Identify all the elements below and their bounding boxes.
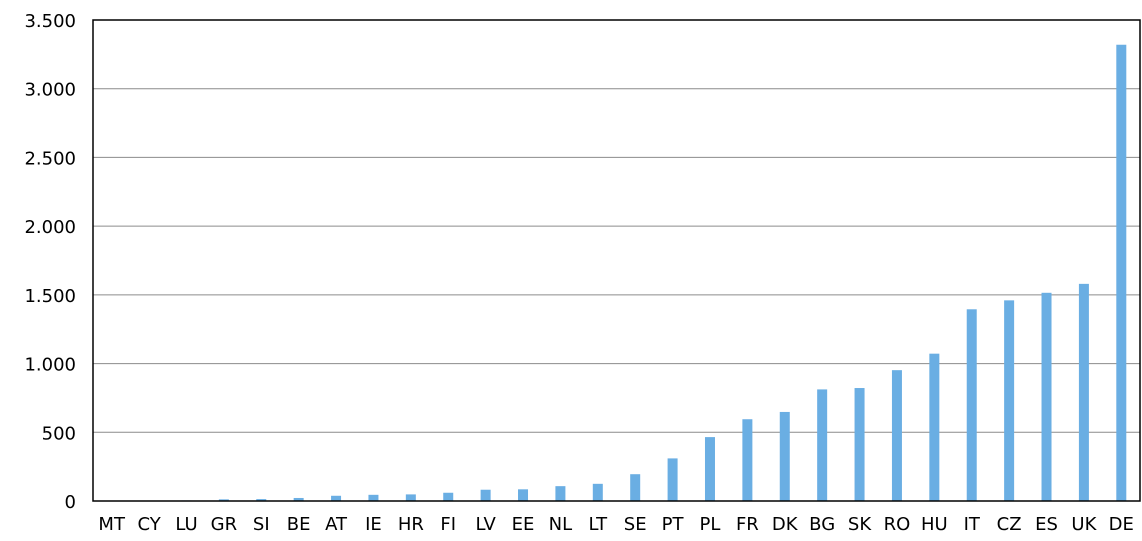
y-tick-label: 500 [42,423,76,444]
bar-pl [704,437,715,501]
bar-hu [929,353,940,501]
y-axis-tick-labels: 0 500 1.000 1.500 2.000 2.500 3.000 3.500 [24,11,76,513]
plot-area-border [92,19,1141,502]
x-tick-label: NL [549,514,573,535]
bar-sk [854,388,865,501]
bar-pt [667,458,678,501]
bar-be [293,497,304,501]
x-tick-label: LT [589,514,609,535]
x-tick-label: FR [736,514,759,535]
bar-ee [518,489,529,501]
y-tick-label: 1.500 [24,286,76,307]
bar-hr [405,494,416,501]
x-tick-label: SE [624,514,647,535]
x-tick-label: PL [700,514,721,535]
y-tick-label: 2.500 [24,148,76,169]
bar-lt [592,483,603,501]
x-tick-label: BG [809,514,835,535]
x-tick-label: EE [512,514,535,535]
bar-at [331,495,342,501]
gridlines [93,19,1140,502]
bar-ro [891,370,902,501]
y-tick-label: 1.000 [24,355,76,376]
x-tick-label: ES [1035,514,1058,535]
x-tick-label: HU [921,514,948,535]
x-tick-label: CY [137,514,161,535]
bar-dk [779,411,790,501]
x-axis-tick-labels: MT CY LU GR SI BE AT IE HR FI LV EE NL LT SE PT PL FR DK BG… [98,514,1133,535]
y-tick-label: 3.500 [24,11,76,32]
bar-nl [555,486,566,501]
x-tick-label: DE [1109,514,1134,535]
bar-fr [742,419,753,501]
x-tick-label: SK [848,514,872,535]
x-tick-label: FI [440,514,456,535]
x-tick-label: SI [253,514,270,535]
x-tick-label: CZ [997,514,1022,535]
bar-es [1041,292,1052,501]
x-tick-label: LV [475,514,496,535]
x-tick-label: PT [662,514,685,535]
x-tick-label: DK [772,514,799,535]
y-tick-label: 2.000 [24,217,76,238]
x-tick-label: LU [175,514,197,535]
y-tick-label: 0 [65,492,76,513]
bar-gr [218,499,229,501]
x-tick-label: MT [98,514,126,535]
x-tick-label: BE [287,514,311,535]
bar-se [630,474,641,501]
bar-ie [368,494,379,501]
y-tick-label: 3.000 [24,80,76,101]
x-tick-label: IT [964,514,981,535]
bar-bg [817,389,828,501]
bars [106,44,1127,501]
x-tick-label: HR [398,514,424,535]
x-tick-label: AT [325,514,348,535]
bar-si [256,499,267,501]
bar-lv [480,489,491,501]
bar-it [966,309,977,501]
x-tick-label: UK [1071,514,1097,535]
bar-de [1116,44,1127,501]
x-tick-label: IE [365,514,382,535]
bar-uk [1078,283,1089,501]
x-tick-label: GR [211,514,237,535]
bar-fi [443,492,454,501]
bar-cz [1004,300,1015,501]
x-tick-label: RO [884,514,911,535]
